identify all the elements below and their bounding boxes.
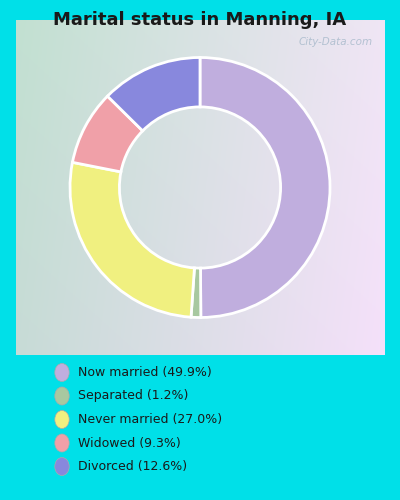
Wedge shape bbox=[72, 96, 143, 172]
Wedge shape bbox=[191, 268, 201, 318]
Text: City-Data.com: City-Data.com bbox=[299, 37, 373, 47]
Text: Never married (27.0%): Never married (27.0%) bbox=[78, 413, 222, 426]
Wedge shape bbox=[70, 162, 194, 317]
Text: Separated (1.2%): Separated (1.2%) bbox=[78, 390, 188, 402]
Text: Widowed (9.3%): Widowed (9.3%) bbox=[78, 436, 181, 450]
Wedge shape bbox=[108, 58, 200, 131]
Text: Divorced (12.6%): Divorced (12.6%) bbox=[78, 460, 187, 473]
Wedge shape bbox=[200, 58, 330, 318]
Text: Now married (49.9%): Now married (49.9%) bbox=[78, 366, 212, 379]
Text: Marital status in Manning, IA: Marital status in Manning, IA bbox=[54, 11, 346, 29]
